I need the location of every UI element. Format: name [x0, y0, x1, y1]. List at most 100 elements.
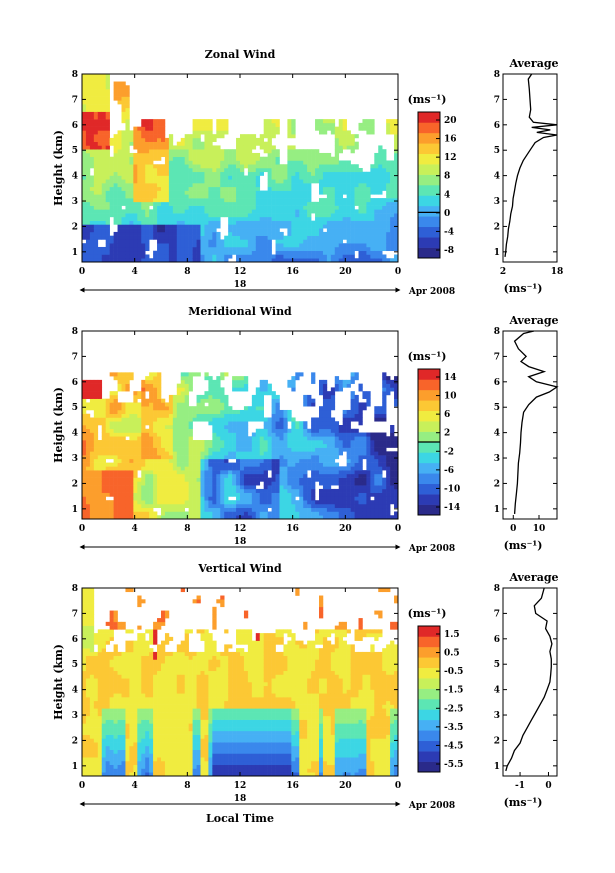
- heatmap-cell: [386, 239, 391, 244]
- heatmap-cell: [129, 481, 134, 486]
- heatmap-cell: [208, 246, 213, 252]
- heatmap-cell: [382, 213, 387, 218]
- heatmap-cell: [89, 137, 95, 142]
- heatmap-cell: [319, 413, 324, 418]
- heatmap-cell: [145, 440, 150, 445]
- heatmap-cell: [255, 406, 261, 411]
- heatmap-cell: [354, 145, 359, 150]
- heatmap-cell: [161, 425, 166, 430]
- heatmap-cell: [390, 171, 395, 176]
- heatmap-cell: [168, 432, 174, 437]
- heatmap-cell: [89, 224, 95, 229]
- heatmap-cell: [113, 428, 118, 433]
- heatmap-cell: [358, 198, 363, 203]
- heatmap-cell: [291, 421, 296, 426]
- heatmap-cell: [311, 171, 316, 176]
- heatmap-cell: [303, 436, 308, 441]
- heatmap-cell: [180, 470, 185, 475]
- heatmap-cell: [113, 81, 118, 86]
- heatmap-cell: [153, 455, 158, 460]
- heatmap-cell: [338, 246, 343, 252]
- heatmap-cell: [232, 243, 237, 248]
- heatmap-cell: [125, 250, 130, 255]
- heatmap-cell: [117, 417, 122, 422]
- heatmap-cell: [240, 417, 245, 422]
- heatmap-cell: [125, 107, 130, 112]
- heatmap-cell: [386, 228, 391, 233]
- heatmap-cell: [342, 507, 347, 512]
- heatmap-cell: [322, 481, 328, 486]
- heatmap-cell: [263, 421, 268, 426]
- heatmap-cell: [386, 258, 391, 263]
- heatmap-cell: [196, 440, 201, 445]
- heatmap-cell: [204, 149, 209, 154]
- heatmap-cell: [322, 402, 328, 407]
- heatmap-cell: [374, 205, 379, 210]
- heatmap-cell: [192, 156, 197, 161]
- heatmap-cell: [157, 417, 162, 422]
- heatmap-cell: [149, 391, 154, 396]
- heatmap-cell: [82, 100, 87, 105]
- heatmap-cell: [89, 496, 95, 501]
- heatmap-cell: [157, 383, 162, 388]
- heatmap-cell: [176, 503, 182, 509]
- heatmap-cell: [141, 156, 146, 161]
- heatmap-cell: [394, 246, 399, 252]
- heatmap-cell: [267, 447, 272, 452]
- heatmap-cell: [342, 231, 347, 236]
- heatmap-cell: [145, 228, 150, 233]
- heatmap-cell: [243, 164, 249, 169]
- heatmap-cell: [212, 515, 217, 520]
- heatmap-cell: [307, 492, 312, 497]
- heatmap-cell: [220, 477, 225, 482]
- heatmap-cell: [243, 477, 249, 482]
- heatmap-cell: [319, 254, 324, 259]
- heatmap-cell: [145, 179, 150, 184]
- heatmap-cell: [232, 250, 237, 255]
- heatmap-cell: [216, 432, 221, 437]
- heatmap-cell: [196, 190, 201, 195]
- heatmap-cell: [243, 231, 249, 236]
- heatmap-cell: [334, 198, 340, 203]
- heatmap-cell: [105, 481, 110, 486]
- heatmap-cell: [259, 164, 264, 169]
- heatmap-cell: [240, 413, 245, 418]
- heatmap-cell: [208, 209, 213, 214]
- heatmap-cell: [161, 250, 166, 255]
- heatmap-cell: [330, 164, 336, 169]
- heatmap-cell: [311, 417, 316, 422]
- heatmap-cell: [319, 515, 324, 520]
- heatmap-cell: [243, 462, 249, 467]
- heatmap-cell: [212, 198, 217, 203]
- heatmap-cell: [117, 201, 122, 206]
- heatmap-cell: [93, 515, 99, 520]
- heatmap-cell: [295, 171, 300, 176]
- heatmap-cell: [125, 511, 130, 516]
- heatmap-cell: [101, 175, 106, 180]
- heatmap-cell: [394, 156, 399, 161]
- heatmap-cell: [275, 417, 280, 422]
- heatmap-cell: [113, 141, 118, 146]
- heatmap-cell: [362, 119, 367, 124]
- heatmap-cell: [267, 387, 272, 392]
- heatmap-cell: [271, 455, 276, 460]
- heatmap-cell: [307, 149, 312, 154]
- heatmap-cell: [232, 194, 237, 199]
- heatmap-cell: [93, 398, 99, 403]
- heatmap-cell: [386, 160, 391, 165]
- heatmap-cell: [109, 394, 114, 399]
- heatmap-cell: [208, 488, 213, 493]
- heatmap-cell: [82, 145, 87, 150]
- heatmap-cell: [113, 455, 118, 460]
- heatmap-cell: [212, 462, 217, 467]
- heatmap-cell: [216, 250, 221, 255]
- heatmap-cell: [251, 156, 257, 161]
- heatmap-cell: [157, 198, 162, 203]
- heatmap-cell: [303, 500, 308, 505]
- heatmap-cell: [236, 179, 241, 184]
- heatmap-cell: [224, 462, 229, 467]
- heatmap-cell: [93, 186, 99, 191]
- heatmap-cell: [322, 239, 328, 244]
- heatmap-cell: [271, 507, 276, 512]
- heatmap-cell: [121, 224, 126, 229]
